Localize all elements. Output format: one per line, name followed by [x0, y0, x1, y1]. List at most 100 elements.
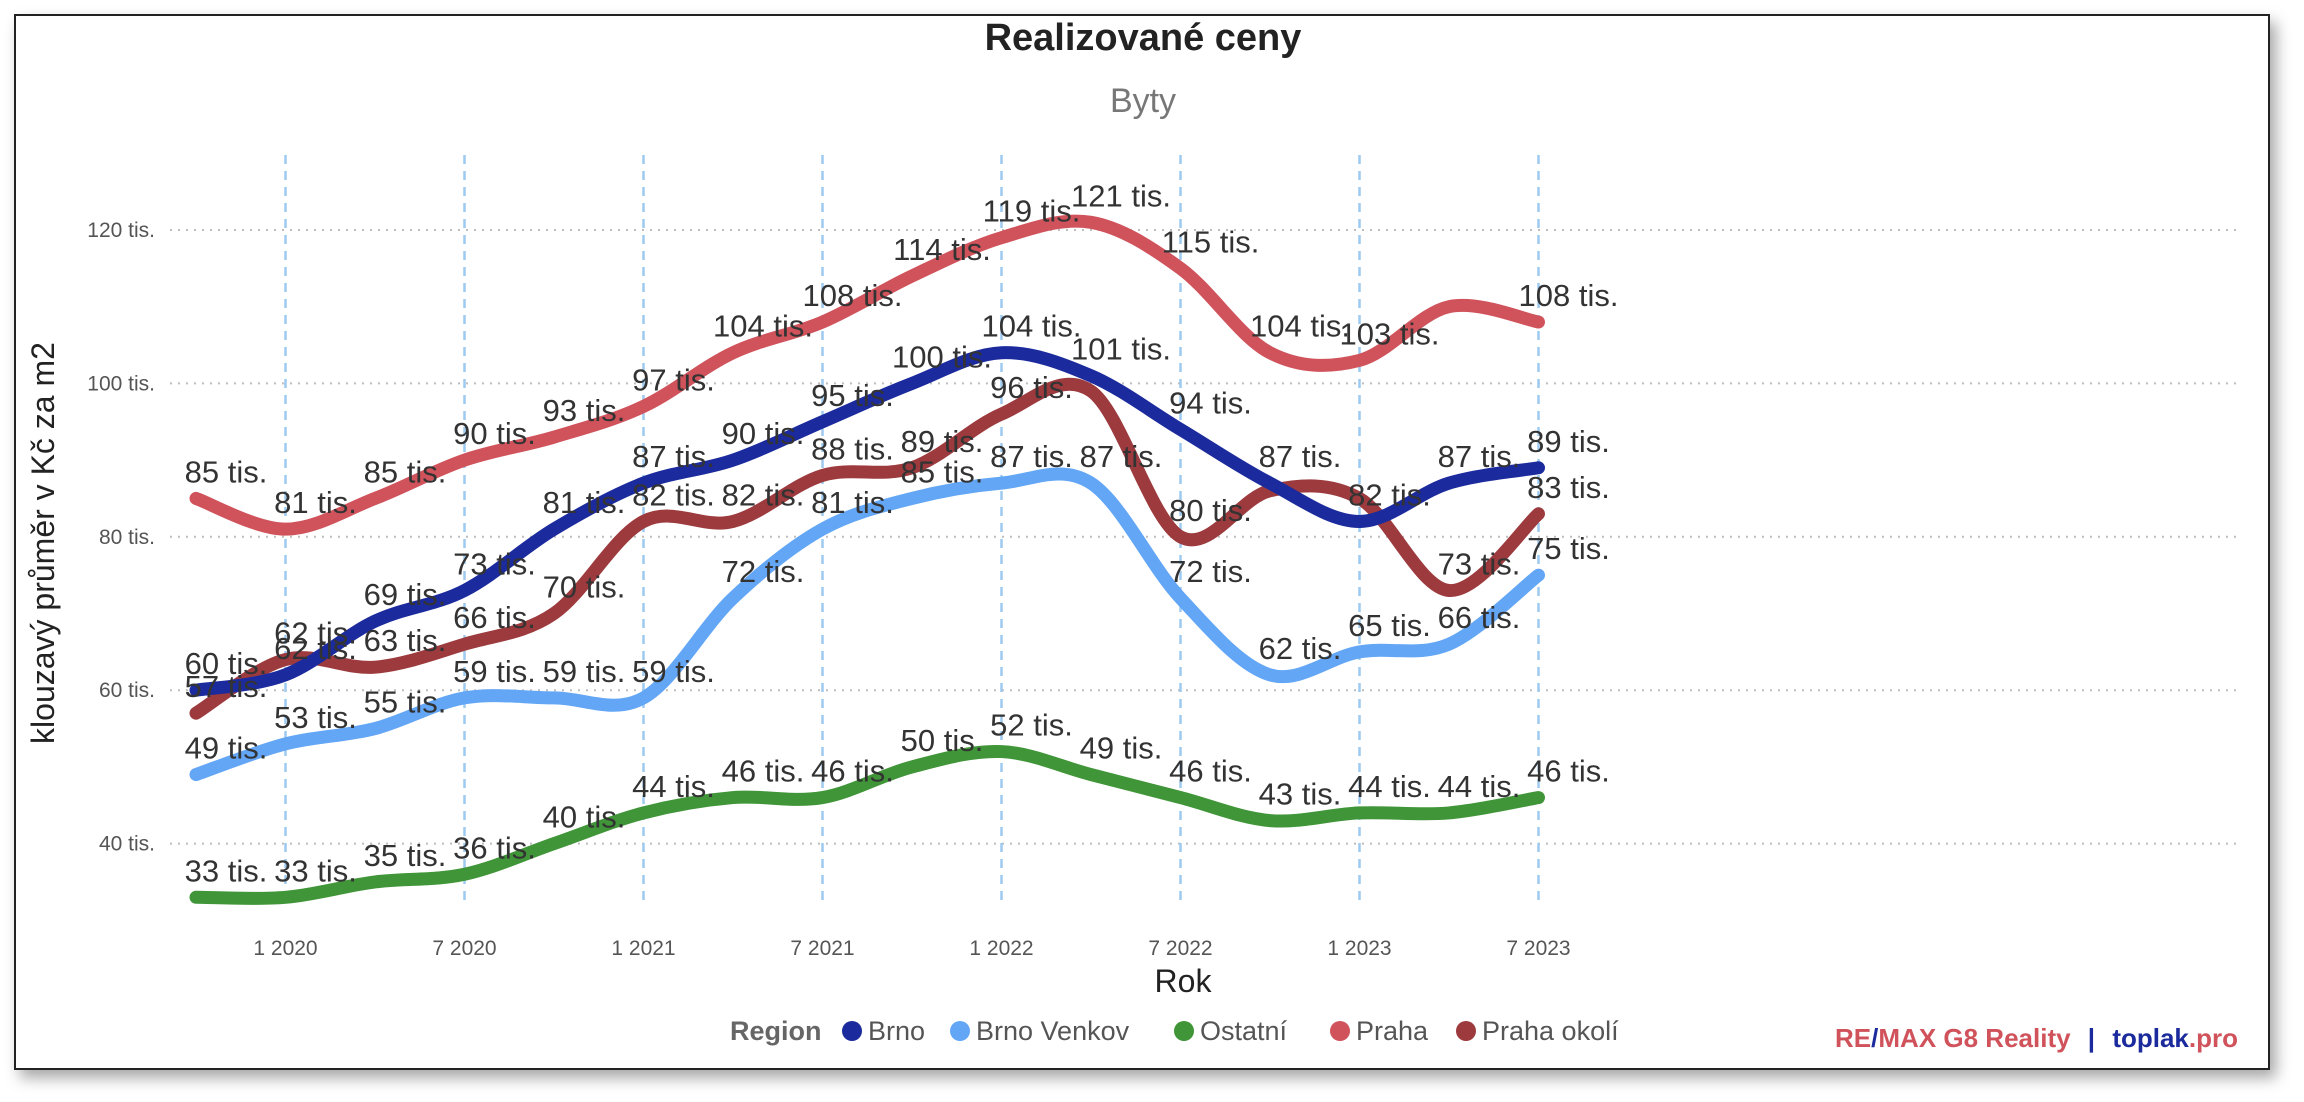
data-label-ostatni: 33 tis.: [274, 853, 357, 888]
data-label-praha: 81 tis.: [274, 485, 357, 520]
legend-item-praha: Praha: [1356, 1016, 1429, 1046]
series-line-ostatni: [189, 744, 1545, 905]
legend-marker-praha: [1330, 1021, 1350, 1041]
legend-item-ostatni: Ostatní: [1200, 1016, 1288, 1046]
data-label-ostatni: 36 tis.: [453, 830, 536, 865]
data-label-brno: 62 tis.: [274, 631, 357, 666]
legend-marker-praha-okoli: [1456, 1021, 1476, 1041]
legend-marker-brno: [842, 1021, 862, 1041]
y-axis-ticks: 40 tis. 60 tis. 80 tis. 100 tis. 120 tis.: [87, 219, 155, 856]
y-tick-label: 80 tis.: [99, 526, 155, 549]
x-tick-label: 7 2023: [1506, 937, 1570, 960]
data-label-praha-okoli: 63 tis.: [364, 623, 447, 658]
data-label-brno: 87 tis.: [1259, 439, 1342, 474]
x-tick-label: 1 2020: [253, 937, 317, 960]
data-label-praha: 90 tis.: [453, 416, 536, 451]
series-line-praha-okoli: [189, 377, 1545, 720]
data-label-brno: 87 tis.: [632, 439, 715, 474]
x-tick-label: 7 2020: [432, 937, 496, 960]
data-label-brno: 60 tis.: [185, 646, 268, 681]
data-label-praha: 103 tis.: [1340, 316, 1440, 351]
chart-title: Realizované ceny: [985, 17, 1302, 59]
data-label-praha: 104 tis.: [1250, 309, 1350, 344]
data-label-praha-okoli: 88 tis.: [811, 431, 894, 466]
data-label-brno-venkov: 72 tis.: [722, 554, 805, 589]
data-label-praha-okoli: 82 tis.: [632, 477, 715, 512]
y-tick-label: 40 tis.: [99, 833, 155, 856]
legend: Region Brno Brno Venkov Ostatní Praha Praha …: [730, 1016, 1619, 1046]
x-tick-label: 1 2023: [1327, 937, 1391, 960]
data-label-ostatni: 44 tis.: [1438, 769, 1521, 804]
data-label-praha: 85 tis.: [364, 454, 447, 489]
data-label-praha: 108 tis.: [1519, 278, 1619, 313]
data-label-praha-okoli: 66 tis.: [453, 600, 536, 635]
data-label-brno: 81 tis.: [543, 485, 626, 520]
data-label-praha-okoli: 83 tis.: [1527, 470, 1610, 505]
data-label-praha-okoli: 96 tis.: [990, 370, 1073, 405]
data-label-praha: 121 tis.: [1071, 178, 1171, 213]
data-label-ostatni: 50 tis.: [901, 723, 984, 758]
data-label-ostatni: 44 tis.: [1348, 769, 1431, 804]
data-label-praha: 104 tis.: [713, 309, 813, 344]
data-label-praha: 85 tis.: [185, 454, 268, 489]
x-tick-label: 1 2021: [611, 937, 675, 960]
data-label-praha: 115 tis.: [1162, 224, 1260, 259]
data-label-ostatni: 44 tis.: [632, 769, 715, 804]
legend-title: Region: [730, 1016, 822, 1046]
legend-marker-ostatni: [1174, 1021, 1194, 1041]
data-label-praha: 119 tis.: [983, 194, 1081, 229]
x-tick-label: 7 2022: [1148, 937, 1212, 960]
data-label-ostatni: 46 tis.: [722, 754, 805, 789]
data-label-brno: 73 tis.: [453, 546, 536, 581]
brand-slash: /: [1871, 1023, 1879, 1053]
data-label-ostatni: 40 tis.: [543, 800, 626, 835]
x-axis-label: Rok: [1155, 963, 1213, 999]
data-label-praha: 114 tis.: [893, 232, 991, 267]
chart-subtitle: Byty: [1110, 82, 1176, 120]
data-label-brno: 94 tis.: [1169, 385, 1252, 420]
data-label-praha: 108 tis.: [803, 278, 903, 313]
brand-credit: RE/MAX G8 Reality | toplak.pro: [1835, 1023, 2238, 1054]
data-label-ostatni: 46 tis.: [811, 754, 894, 789]
series-lines: [189, 214, 1545, 905]
data-label-brno: 104 tis.: [982, 309, 1082, 344]
data-label-brno-venkov: 62 tis.: [1259, 631, 1342, 666]
data-label-praha-okoli: 70 tis.: [543, 570, 626, 605]
series-line-praha: [189, 214, 1545, 536]
series-line-brno-venkov: [189, 467, 1545, 782]
x-axis-ticks: 1 2020 7 2020 1 2021 7 2021 1 2022 7 2022 1 20…: [253, 937, 1570, 960]
data-label-praha-okoli: 82 tis.: [722, 477, 805, 512]
y-tick-label: 60 tis.: [99, 679, 155, 702]
data-label-ostatni: 49 tis.: [1080, 731, 1163, 766]
data-label-brno-venkov: 59 tis.: [453, 654, 536, 689]
data-label-praha-okoli: 80 tis.: [1169, 493, 1252, 528]
y-tick-label: 100 tis.: [87, 372, 155, 395]
legend-item-brno: Brno: [868, 1016, 925, 1046]
x-tick-label: 1 2022: [969, 937, 1033, 960]
data-label-brno: 90 tis.: [722, 416, 805, 451]
data-label-brno-venkov: 81 tis.: [811, 485, 894, 520]
brand-separator: |: [2087, 1023, 2096, 1053]
brand-max: MAX G8 Reality: [1878, 1023, 2071, 1053]
legend-marker-brno-venkov: [950, 1021, 970, 1041]
data-label-brno: 100 tis.: [892, 339, 992, 374]
data-label-brno: 82 tis.: [1348, 477, 1431, 512]
brand-pro: .pro: [2188, 1023, 2238, 1053]
data-label-ostatni: 46 tis.: [1169, 754, 1252, 789]
data-label-brno: 89 tis.: [1527, 424, 1610, 459]
data-label-brno-venkov: 87 tis.: [990, 439, 1073, 474]
data-label-brno: 69 tis.: [364, 577, 447, 612]
data-label-brno-venkov: 59 tis.: [543, 654, 626, 689]
data-label-brno: 101 tis.: [1071, 332, 1171, 367]
series-line-brno: [189, 346, 1545, 697]
brand-toplak: toplak: [2112, 1023, 2189, 1053]
data-label-brno: 87 tis.: [1438, 439, 1521, 474]
data-label-brno-venkov: 65 tis.: [1348, 608, 1431, 643]
data-label-ostatni: 33 tis.: [185, 853, 268, 888]
data-label-praha-okoli: 62 tis.: [274, 616, 357, 651]
x-tick-label: 7 2021: [790, 937, 854, 960]
data-label-brno-venkov: 49 tis.: [185, 731, 268, 766]
legend-item-praha-okoli: Praha okolí: [1482, 1016, 1619, 1046]
data-label-praha-okoli: 73 tis.: [1438, 546, 1521, 581]
data-label-brno-venkov: 59 tis.: [632, 654, 715, 689]
